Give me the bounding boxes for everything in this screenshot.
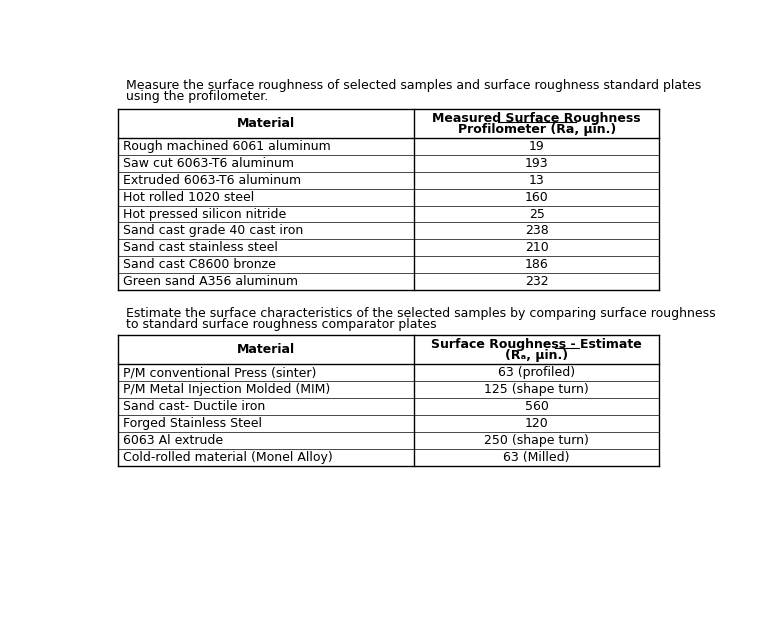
- Text: 63 (Milled): 63 (Milled): [503, 451, 570, 464]
- Text: Sand cast grade 40 cast iron: Sand cast grade 40 cast iron: [123, 225, 303, 238]
- Text: to standard surface roughness comparator plates: to standard surface roughness comparator…: [126, 318, 437, 331]
- Text: 120: 120: [525, 417, 549, 430]
- Text: 186: 186: [525, 258, 549, 271]
- Text: Cold-rolled material (Monel Alloy): Cold-rolled material (Monel Alloy): [123, 451, 333, 464]
- Text: Measure the surface roughness of selected samples and surface roughness standard: Measure the surface roughness of selecte…: [126, 79, 701, 92]
- Text: 193: 193: [525, 157, 549, 170]
- Text: Green sand A356 aluminum: Green sand A356 aluminum: [123, 276, 298, 288]
- Text: Measured Surface Roughness: Measured Surface Roughness: [432, 112, 641, 124]
- Text: Saw cut 6063-T6 aluminum: Saw cut 6063-T6 aluminum: [123, 157, 293, 170]
- Text: Rough machined 6061 aluminum: Rough machined 6061 aluminum: [123, 140, 330, 153]
- Text: P/M conventional Press (sinter): P/M conventional Press (sinter): [123, 366, 316, 379]
- Text: Extruded 6063-T6 aluminum: Extruded 6063-T6 aluminum: [123, 174, 301, 187]
- Text: 125 (shape turn): 125 (shape turn): [484, 383, 589, 396]
- Text: Profilometer (Ra, μin.): Profilometer (Ra, μin.): [458, 123, 615, 136]
- Text: 63 (profiled): 63 (profiled): [498, 366, 575, 379]
- Text: Hot pressed silicon nitride: Hot pressed silicon nitride: [123, 208, 286, 221]
- Text: 250 (shape turn): 250 (shape turn): [484, 434, 589, 447]
- Text: 25: 25: [529, 208, 545, 221]
- Text: Estimate the surface characteristics of the selected samples by comparing surfac: Estimate the surface characteristics of …: [126, 307, 716, 320]
- Text: 160: 160: [525, 190, 549, 203]
- Text: Sand cast stainless steel: Sand cast stainless steel: [123, 241, 277, 254]
- Text: Material: Material: [237, 117, 296, 129]
- Text: using the profilometer.: using the profilometer.: [126, 90, 268, 103]
- Text: Forged Stainless Steel: Forged Stainless Steel: [123, 417, 262, 430]
- Text: 232: 232: [525, 276, 549, 288]
- Text: 6063 Al extrude: 6063 Al extrude: [123, 434, 223, 447]
- Text: 19: 19: [529, 140, 544, 153]
- Text: 238: 238: [525, 225, 549, 238]
- Text: P/M Metal Injection Molded (MIM): P/M Metal Injection Molded (MIM): [123, 383, 330, 396]
- Text: Hot rolled 1020 steel: Hot rolled 1020 steel: [123, 190, 254, 203]
- Text: Surface Roughness - Estimate: Surface Roughness - Estimate: [431, 338, 642, 351]
- Text: 13: 13: [529, 174, 544, 187]
- Text: Material: Material: [237, 343, 296, 356]
- Text: Sand cast C8600 bronze: Sand cast C8600 bronze: [123, 258, 275, 271]
- Text: Sand cast- Ductile iron: Sand cast- Ductile iron: [123, 400, 265, 413]
- Text: 560: 560: [525, 400, 549, 413]
- Text: (Rₐ, μin.): (Rₐ, μin.): [505, 350, 568, 363]
- Text: 210: 210: [525, 241, 549, 254]
